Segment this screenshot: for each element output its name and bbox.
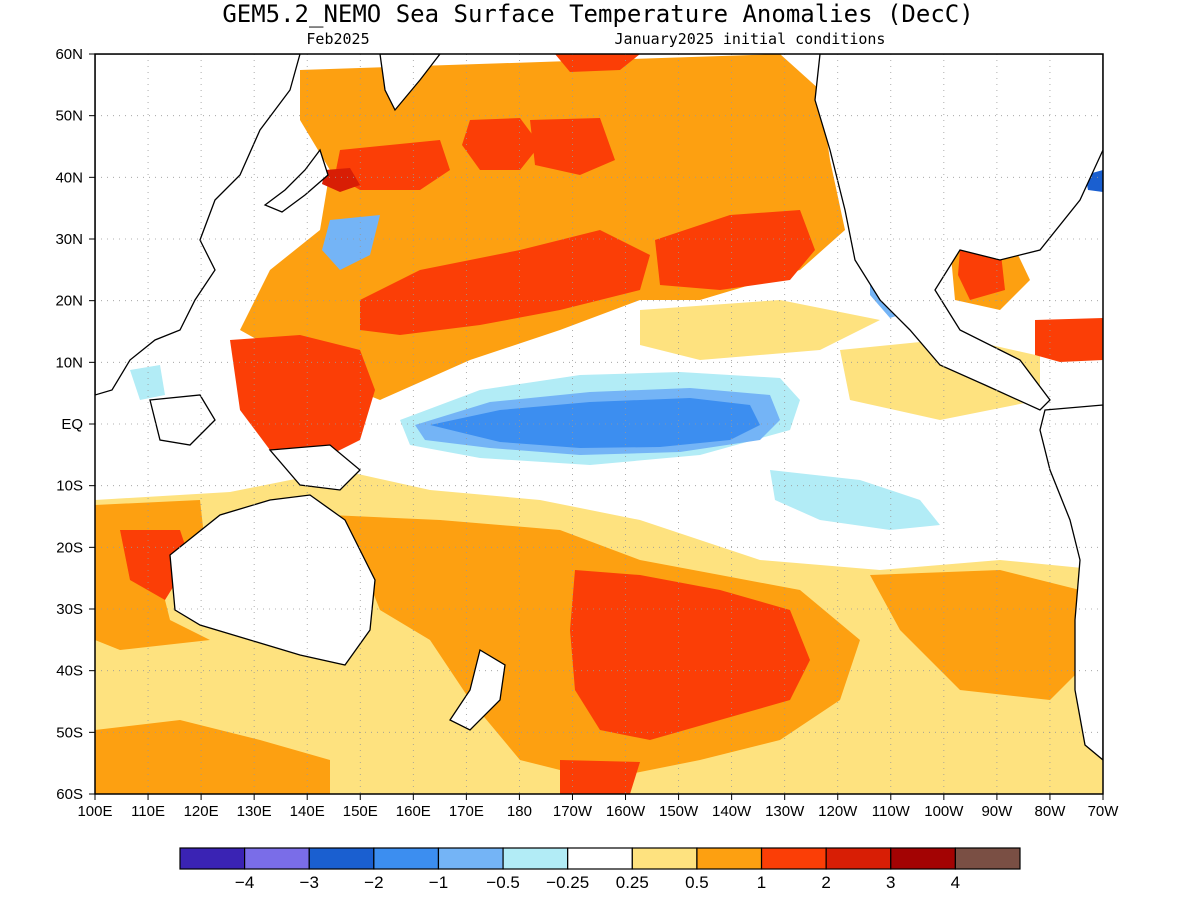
lon-tick-label: 120E: [184, 803, 219, 820]
anomaly-region-light-yellow: [640, 300, 880, 360]
longitude-axis: 100E 110E 120E 130E 140E 150E 160E 170E 180 170W 1…: [77, 794, 1119, 820]
landmass-borneo: [149, 394, 216, 446]
landmass-kamchatka: [379, 54, 441, 112]
colorbar-legend: −4 −3 −2 −1 −0.5 −0.25 0.25 0.5 1 2 3 4: [179, 847, 1021, 892]
anomaly-region-red: [230, 335, 375, 460]
landmass-australia: [169, 494, 376, 666]
lon-tick-label: 70W: [1088, 803, 1120, 820]
colorbar-swatch: [437, 847, 504, 870]
lon-tick-label: 140E: [290, 803, 325, 820]
initial-conditions-label: January2025 initial conditions: [615, 30, 886, 48]
lat-tick-label: 50S: [56, 724, 83, 741]
anomaly-region-blue: [430, 398, 760, 448]
colorbar-label: 0.5: [685, 873, 709, 892]
landmass-new-zealand: [449, 648, 506, 731]
lon-tick-label: 90W: [981, 803, 1013, 820]
anomaly-region-red: [570, 570, 810, 740]
lon-tick-label: 170E: [449, 803, 484, 820]
colorbar-swatch: [179, 847, 246, 870]
colorbar-swatch: [890, 847, 956, 870]
colorbar-label: −0.25: [546, 873, 589, 892]
lon-tick-label: 180: [507, 803, 532, 820]
lon-tick-label: 140W: [712, 803, 752, 820]
anomaly-region-red: [560, 760, 640, 794]
anomaly-region-pale-blue: [770, 470, 940, 530]
lon-tick-label: 80W: [1035, 803, 1067, 820]
lat-tick-label: EQ: [61, 416, 83, 433]
lat-tick-label: 30S: [56, 601, 83, 618]
anomaly-region-orange: [95, 720, 330, 794]
lat-tick-label: 10S: [56, 478, 83, 495]
coastlines: [95, 54, 1103, 761]
landmass-japan: [263, 148, 329, 213]
lat-tick-label: 30N: [55, 231, 83, 248]
colorbar-swatch: [631, 847, 698, 870]
lat-tick-label: 50N: [55, 108, 83, 125]
lon-tick-label: 170W: [553, 803, 593, 820]
lon-tick-label: 120W: [818, 803, 858, 820]
colorbar-label: −4: [235, 873, 254, 892]
map-title: GEM5.2_NEMO Sea Surface Temperature Anom…: [222, 0, 973, 28]
colorbar-swatch: [244, 847, 310, 870]
map-panel: [95, 54, 1103, 794]
colorbar-swatch: [373, 847, 440, 870]
lon-tick-label: 100W: [924, 803, 964, 820]
lon-tick-label: 130E: [237, 803, 272, 820]
colorbar-swatch: [696, 847, 763, 870]
anomaly-region-red: [655, 210, 815, 290]
colorbar-label: −0.5: [486, 873, 520, 892]
landmass-north-america: [814, 54, 1103, 411]
lon-tick-label: 100E: [77, 803, 112, 820]
lon-tick-label: 150W: [659, 803, 699, 820]
forecast-month: Feb2025: [306, 30, 369, 48]
anomaly-region-red: [1035, 318, 1103, 362]
colorbar-swatch: [502, 847, 569, 870]
landmass-new-guinea: [268, 444, 361, 491]
lat-tick-label: 60S: [56, 786, 83, 803]
colorbar-swatch: [825, 847, 892, 870]
colorbar-swatch: [567, 847, 633, 870]
colorbar-label: 0.25: [616, 873, 649, 892]
lat-tick-label: 60N: [55, 46, 83, 63]
anomaly-region-light-blue: [322, 215, 380, 270]
lat-tick-label: 20S: [56, 539, 83, 556]
landmass-south-america: [1039, 404, 1103, 761]
lon-tick-label: 160W: [606, 803, 646, 820]
colorbar-label: 4: [951, 873, 960, 892]
latitude-axis: 60N 50N 40N 30N 20N 10N EQ 10S 20S 30S 40S 50S 60S: [55, 46, 95, 803]
colorbar-label: −2: [364, 873, 383, 892]
lon-tick-label: 110W: [872, 803, 911, 820]
anomaly-region-red: [530, 118, 615, 175]
landmass-asia: [95, 54, 301, 396]
colorbar-label: 3: [886, 873, 895, 892]
lon-tick-label: 130W: [765, 803, 805, 820]
lon-tick-label: 110E: [131, 803, 165, 820]
colorbar-swatch: [954, 847, 1021, 870]
anomaly-region-red: [360, 230, 650, 335]
anomaly-region-dark-red: [322, 168, 360, 192]
colorbar-label: −3: [300, 873, 319, 892]
lat-tick-label: 10N: [55, 354, 83, 371]
anomaly-region-pale-blue: [130, 365, 165, 400]
anomaly-region-red: [555, 54, 640, 72]
lat-tick-label: 20N: [55, 293, 83, 310]
lon-tick-label: 160E: [396, 803, 431, 820]
graticule: [95, 54, 1103, 794]
lat-tick-label: 40S: [56, 663, 83, 680]
colorbar-label: 2: [821, 873, 830, 892]
colorbar-swatch: [308, 847, 375, 870]
lon-tick-label: 150E: [343, 803, 378, 820]
anomaly-region-red: [335, 140, 450, 190]
anomaly-region-orange: [870, 570, 1090, 700]
colorbar-label: −1: [429, 873, 448, 892]
colorbar-swatch: [760, 847, 827, 870]
anomaly-region-red: [462, 118, 540, 170]
lat-tick-label: 40N: [55, 169, 83, 186]
colorbar-label: 1: [757, 873, 766, 892]
